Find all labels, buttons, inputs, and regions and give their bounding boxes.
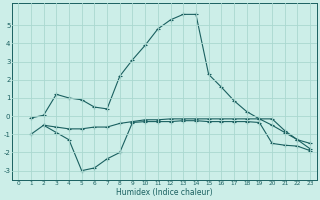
X-axis label: Humidex (Indice chaleur): Humidex (Indice chaleur)	[116, 188, 212, 197]
